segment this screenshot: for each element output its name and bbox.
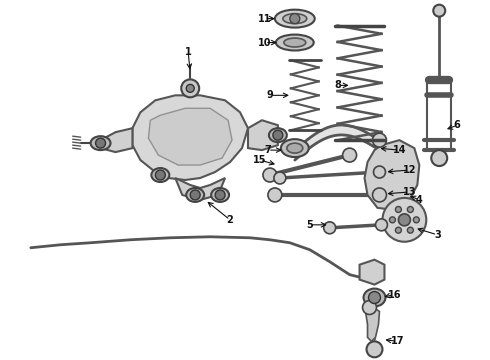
Circle shape — [372, 188, 387, 202]
Polygon shape — [175, 178, 225, 200]
Circle shape — [268, 188, 282, 202]
Text: 8: 8 — [334, 80, 341, 90]
Polygon shape — [248, 120, 278, 150]
Text: 1: 1 — [185, 48, 192, 58]
Ellipse shape — [281, 139, 309, 157]
Text: 10: 10 — [258, 37, 271, 48]
Text: 14: 14 — [392, 145, 406, 155]
Circle shape — [433, 5, 445, 17]
Circle shape — [431, 150, 447, 166]
Text: 17: 17 — [391, 336, 404, 346]
Text: 5: 5 — [306, 220, 313, 230]
Circle shape — [375, 219, 388, 231]
Text: 6: 6 — [454, 120, 461, 130]
Polygon shape — [148, 108, 232, 165]
Circle shape — [186, 84, 194, 92]
Ellipse shape — [211, 188, 229, 202]
Polygon shape — [365, 140, 419, 210]
Text: 3: 3 — [434, 230, 441, 240]
Ellipse shape — [275, 10, 315, 28]
Ellipse shape — [269, 128, 287, 142]
Polygon shape — [100, 128, 132, 152]
Ellipse shape — [284, 38, 306, 47]
Circle shape — [181, 80, 199, 97]
Text: 2: 2 — [227, 215, 233, 225]
Ellipse shape — [186, 188, 204, 202]
Ellipse shape — [364, 289, 386, 306]
Text: 13: 13 — [403, 187, 416, 197]
Ellipse shape — [276, 35, 314, 50]
Circle shape — [290, 14, 300, 24]
Circle shape — [190, 190, 200, 200]
Circle shape — [373, 166, 386, 178]
Circle shape — [390, 217, 395, 223]
Text: 15: 15 — [253, 155, 267, 165]
Circle shape — [215, 190, 225, 200]
Circle shape — [383, 198, 426, 242]
Text: 7: 7 — [265, 145, 271, 155]
Circle shape — [367, 341, 383, 357]
Text: 9: 9 — [267, 90, 273, 100]
Text: 4: 4 — [416, 195, 423, 205]
Circle shape — [414, 217, 419, 223]
Circle shape — [155, 170, 165, 180]
Text: 16: 16 — [388, 289, 401, 300]
Circle shape — [263, 168, 277, 182]
Circle shape — [407, 227, 414, 233]
Ellipse shape — [283, 14, 307, 24]
Polygon shape — [366, 307, 379, 341]
Circle shape — [407, 207, 414, 212]
Circle shape — [96, 138, 105, 148]
Circle shape — [289, 144, 301, 156]
Polygon shape — [132, 95, 248, 180]
Circle shape — [324, 222, 336, 234]
Ellipse shape — [287, 143, 303, 153]
Text: 12: 12 — [403, 165, 416, 175]
Polygon shape — [360, 260, 385, 285]
Circle shape — [398, 214, 410, 226]
Circle shape — [372, 133, 387, 147]
Circle shape — [363, 301, 376, 315]
Text: 11: 11 — [258, 14, 271, 24]
Circle shape — [395, 227, 401, 233]
Ellipse shape — [151, 168, 169, 182]
Circle shape — [395, 207, 401, 212]
Ellipse shape — [91, 136, 111, 150]
Circle shape — [273, 130, 283, 140]
Circle shape — [274, 172, 286, 184]
Circle shape — [368, 292, 380, 303]
Circle shape — [343, 148, 357, 162]
